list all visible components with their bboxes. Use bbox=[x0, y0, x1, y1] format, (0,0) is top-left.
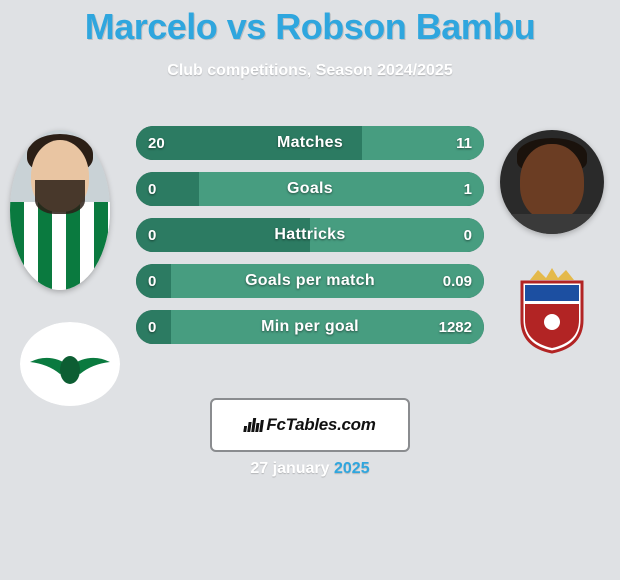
stat-row: 00Hattricks bbox=[136, 218, 484, 252]
club-left-badge bbox=[20, 322, 120, 406]
stat-label: Min per goal bbox=[136, 310, 484, 344]
player-right-avatar bbox=[500, 130, 604, 234]
page-title: Marcelo vs Robson Bambu bbox=[0, 6, 620, 48]
stat-label: Goals per match bbox=[136, 264, 484, 298]
stat-label: Goals bbox=[136, 172, 484, 206]
stat-label: Hattricks bbox=[136, 218, 484, 252]
stat-label: Matches bbox=[136, 126, 484, 160]
page-subtitle: Club competitions, Season 2024/2025 bbox=[0, 62, 620, 80]
stat-row: 01282Min per goal bbox=[136, 310, 484, 344]
date-text: 27 january 2025 bbox=[0, 460, 620, 478]
club-right-badge bbox=[500, 266, 604, 354]
chart-bars-icon bbox=[243, 416, 266, 437]
source-logo-box: FcTables.com bbox=[210, 398, 410, 452]
stat-row: 2011Matches bbox=[136, 126, 484, 160]
stat-row: 01Goals bbox=[136, 172, 484, 206]
stat-row: 00.09Goals per match bbox=[136, 264, 484, 298]
source-logo-text: FcTables.com bbox=[266, 415, 375, 435]
player-left-avatar bbox=[10, 130, 110, 290]
stats-container: 2011Matches 01Goals 00Hattricks 00.09Goals … bbox=[136, 126, 484, 356]
